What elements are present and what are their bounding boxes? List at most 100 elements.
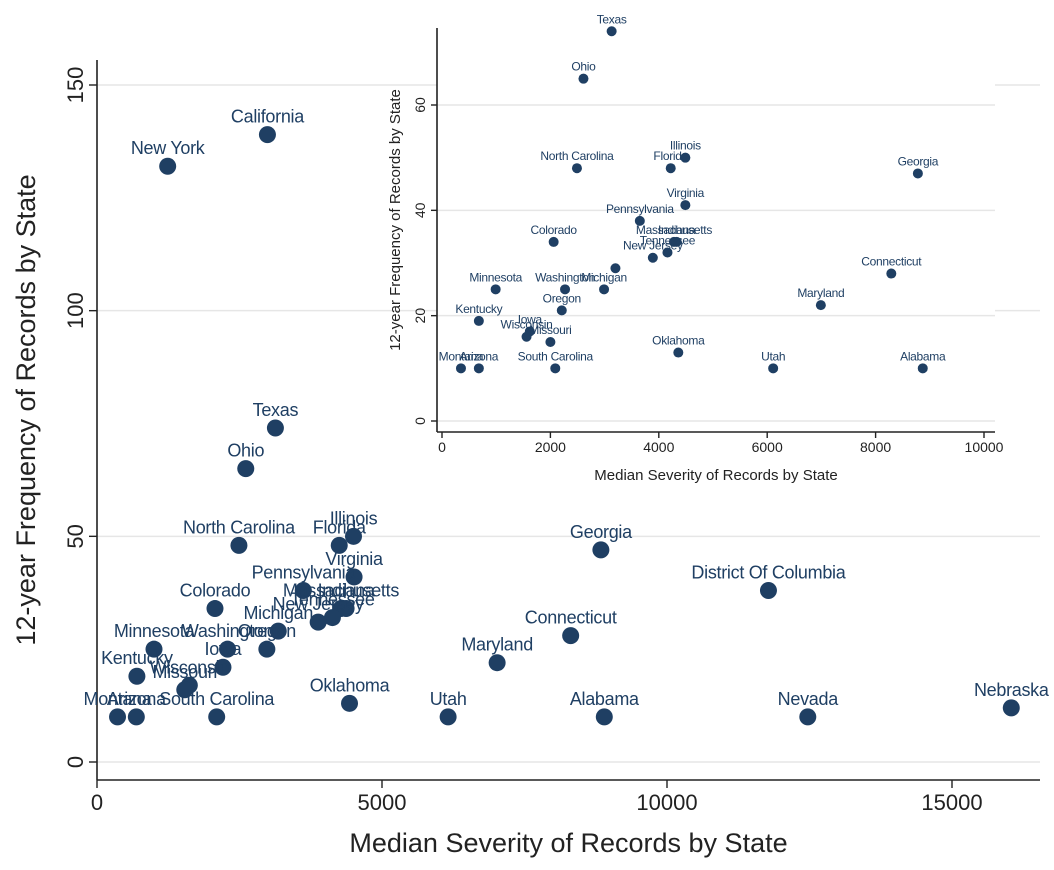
main-point (799, 708, 817, 726)
inset-x-axis-label: Median Severity of Records by State (594, 467, 837, 484)
inset-point (680, 200, 691, 211)
main-point (145, 640, 163, 658)
inset-point-label: Oklahoma (652, 334, 705, 348)
inset-point (578, 73, 589, 84)
inset-point (473, 315, 484, 326)
main-point-label: Pennsylvania (252, 562, 357, 582)
main-point (341, 694, 359, 712)
main-point-label: Kentucky (101, 648, 173, 668)
main-point-label: Texas (253, 400, 299, 420)
inset-x-tick-label: 2000 (535, 439, 566, 455)
main-point (258, 126, 276, 144)
inset-x-tick-label: 10000 (965, 439, 1004, 455)
main-x-tick-label: 5000 (358, 790, 407, 815)
main-point-label: Missouri (152, 662, 217, 682)
main-point-label: Iowa (205, 639, 243, 659)
main-point-label: Nebraska (974, 680, 1050, 700)
inset-point (768, 363, 779, 374)
inset-y-tick-label: 60 (412, 97, 428, 113)
main-point (330, 536, 348, 554)
main-point (562, 627, 580, 645)
main-point-label: Illinois (330, 508, 378, 528)
inset-point (917, 363, 928, 374)
main-point (109, 708, 127, 726)
main-point-label: Virginia (325, 549, 384, 569)
main-point-label: Tennessee (290, 590, 375, 610)
main-point (266, 419, 284, 437)
inset-point (548, 236, 559, 247)
inset-point (571, 163, 582, 174)
main-point-label: Indiana (318, 581, 376, 601)
inset-point-label: Georgia (898, 154, 939, 168)
inset-x-tick-label: 6000 (752, 439, 783, 455)
main-x-tick-label: 10000 (636, 790, 697, 815)
main-point-label: Utah (430, 689, 467, 709)
main-x-tick-label: 15000 (921, 790, 982, 815)
inset-y-axis-label: 12-year Frequency of Records by State (387, 89, 404, 351)
main-point (237, 460, 255, 478)
main-point-label: Wisconsin (150, 657, 229, 677)
main-point-label: District Of Columbia (691, 562, 846, 582)
inset-x-tick-label: 0 (438, 439, 446, 455)
main-point (1002, 699, 1020, 717)
main-point-label: Washington (182, 621, 273, 641)
main-point-label: New Jersey (273, 594, 364, 614)
main-point (337, 600, 355, 618)
main-point (439, 708, 457, 726)
inset-point (599, 284, 610, 295)
main-point (595, 708, 613, 726)
inset-point-label: Tennessee (640, 233, 696, 247)
main-point-label: Ohio (227, 441, 264, 461)
inset-point-label: Illinois (670, 139, 701, 153)
inset-point (886, 268, 897, 279)
main-point-label: Oregon (238, 621, 296, 641)
inset-point (473, 363, 484, 374)
inset-point-label: Montana (439, 349, 484, 363)
inset-y-tick-label: 0 (412, 417, 428, 425)
inset-point-label: Maryland (797, 286, 844, 300)
main-point (219, 640, 237, 658)
main-point-label: Michigan (243, 603, 313, 623)
inset-point-label: Iowa (518, 312, 543, 326)
main-point-label: Georgia (570, 522, 633, 542)
main-point (208, 708, 226, 726)
inset-point (521, 331, 532, 342)
main-point (345, 568, 363, 586)
main-y-tick-label: 150 (63, 67, 88, 104)
inset-point (545, 337, 556, 347)
main-point (159, 157, 177, 175)
inset-point-label: Wisconsin (501, 318, 553, 332)
main-point (269, 622, 287, 640)
main-point (176, 681, 194, 699)
main-point-label: New York (131, 138, 206, 158)
inset-point (647, 252, 658, 263)
main-y-tick-label: 50 (63, 524, 88, 548)
inset-point (673, 347, 684, 358)
inset-x-tick-label: 4000 (643, 439, 674, 455)
main-point-label: Connecticut (525, 608, 617, 628)
inset-x-tick-label: 8000 (860, 439, 891, 455)
main-point (127, 708, 145, 726)
main-point (214, 658, 232, 676)
inset-point (455, 363, 466, 374)
inset-point-label: Arizona (460, 349, 499, 363)
inset-chart: 0 2000 4000 6000 8000 10000 0 20 40 60 Median Seve… (387, 8, 1004, 484)
main-point (592, 541, 610, 559)
inset-point-label: Washington (535, 270, 595, 284)
inset-point-label: Massachusetts (636, 223, 712, 237)
main-point-label: Oklahoma (310, 675, 391, 695)
main-point-label: Minnesota (114, 621, 196, 641)
inset-y-tick-label: 40 (412, 202, 428, 218)
inset-point (912, 168, 923, 179)
inset-plot-background (437, 8, 995, 432)
inset-point (671, 236, 682, 247)
inset-point-label: South Carolina (518, 349, 594, 363)
main-point-label: Massachusetts (283, 581, 399, 601)
inset-point-label: Texas (597, 12, 627, 26)
inset-point-label: Florida (653, 149, 688, 163)
inset-point (550, 363, 561, 374)
main-point (345, 527, 362, 545)
inset-point-label: Connecticut (861, 255, 922, 269)
main-y-tick-label: 0 (63, 756, 88, 768)
inset-point-label: Pennsylvania (606, 202, 674, 216)
